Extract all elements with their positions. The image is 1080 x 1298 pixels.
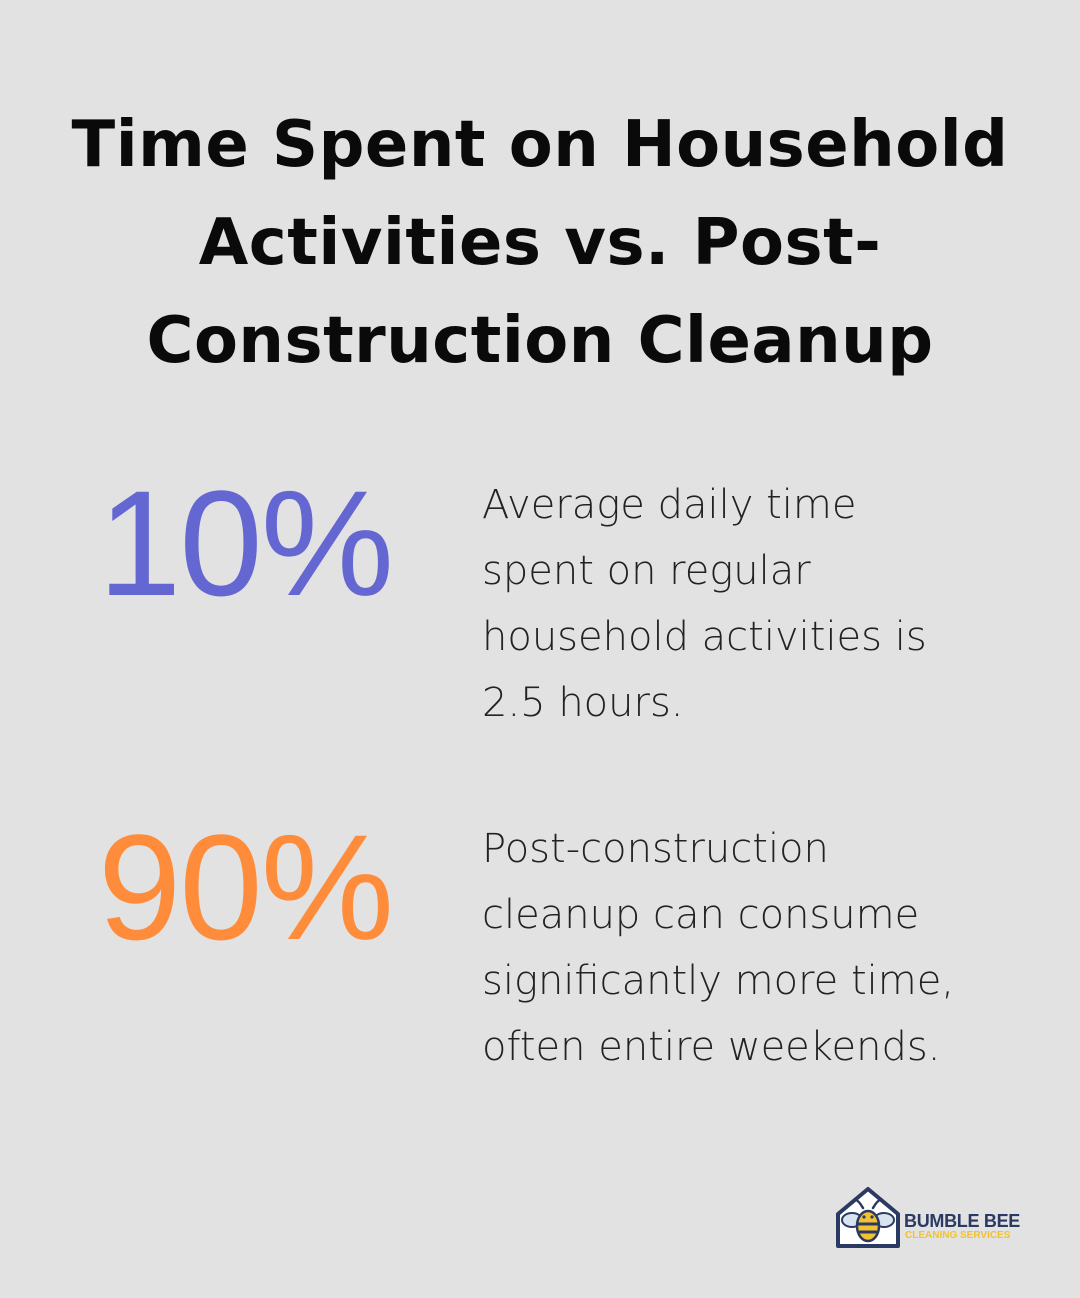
stat-description-line: spent on regular: [482, 548, 811, 594]
title-line-1: Time Spent on Household: [71, 108, 1009, 182]
stat-description-line: household activities is: [482, 614, 927, 660]
stat-description: Average daily time spent on regular hous…: [482, 472, 1042, 736]
brand-logo: BUMBLE BEE CLEANING SERVICES: [832, 1184, 1042, 1250]
stat-value: 90%: [97, 803, 394, 971]
brand-name: BUMBLE BEE: [904, 1211, 1021, 1231]
title-line-2: Activities vs. Post-: [198, 206, 882, 280]
page-title: Time Spent on Household Activities vs. P…: [40, 96, 1040, 390]
title-line-3: Construction Cleanup: [146, 304, 934, 378]
brand-tagline: CLEANING SERVICES: [905, 1230, 1011, 1241]
stat-description-line: cleanup can consume: [482, 892, 920, 938]
bee-house-icon: [836, 1187, 900, 1248]
stat-description-line: Post-construction: [482, 826, 829, 872]
stat-description-line: significantly more time,: [482, 958, 955, 1004]
stat-description-line: Average daily time: [482, 482, 857, 528]
stat-description-line: 2.5 hours.: [482, 680, 684, 726]
stat-description: Post-construction cleanup can consume si…: [482, 816, 1042, 1080]
stat-description-line: often entire weekends.: [482, 1024, 941, 1070]
stat-value: 10%: [97, 459, 394, 627]
